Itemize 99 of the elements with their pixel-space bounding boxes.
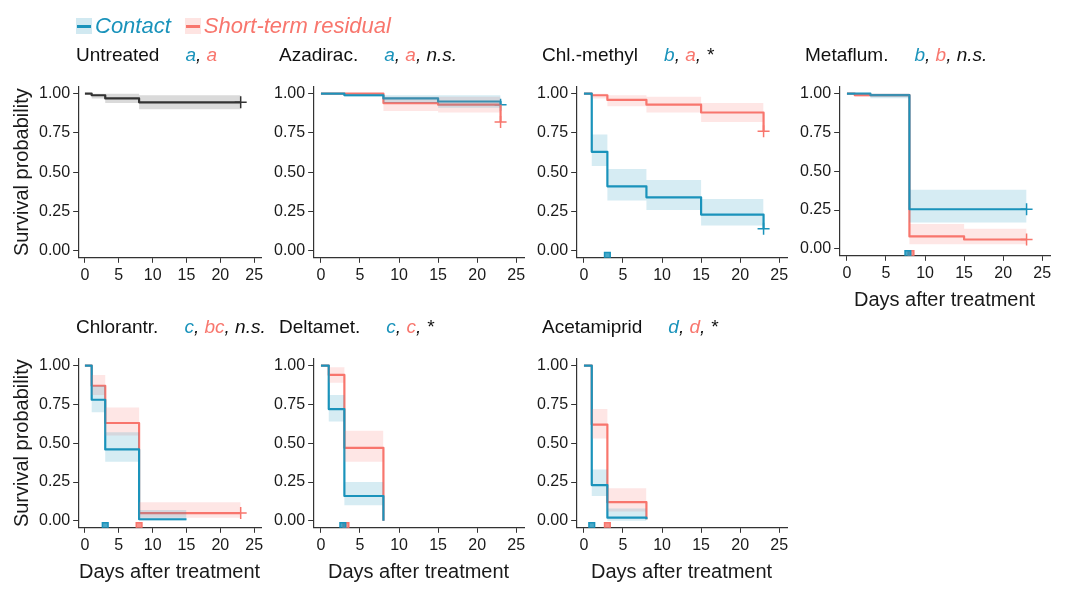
x-tick-label: 15: [429, 265, 448, 283]
chart-subtitle: b, a, *: [664, 44, 714, 65]
y-axis-title: Survival probability: [9, 88, 32, 257]
x-tick-label: 20: [731, 265, 750, 283]
x-tick-label: 25: [507, 265, 526, 283]
chart-title: Untreated: [76, 44, 160, 65]
y-tick-label: 0.50: [274, 162, 306, 180]
y-tick-label: 0.75: [274, 394, 306, 412]
x-tick-label: 15: [429, 535, 448, 553]
x-axis-title: Days after treatment: [327, 559, 510, 582]
y-tick-label: 0.50: [537, 162, 569, 180]
chart-subtitle: a, a: [185, 44, 218, 65]
y-tick-label: 0.00: [537, 241, 569, 259]
y-tick-label: 0.00: [800, 239, 832, 257]
chart-subtitle: d, d, *: [668, 316, 719, 337]
chart-title: Acetamiprid: [542, 316, 643, 337]
x-tick-label: 0: [80, 265, 90, 283]
y-tick-label: 0.25: [39, 472, 71, 490]
chart-title: Azadirac.: [279, 44, 359, 65]
x-tick-label: 20: [211, 265, 230, 283]
x-tick-label: 5: [881, 263, 891, 281]
x-axis-title: Days after treatment: [853, 287, 1036, 310]
y-tick-label: 0.25: [800, 200, 832, 218]
x-tick-label: 10: [916, 263, 935, 281]
chart-subtitle: b, b, n.s.: [914, 44, 988, 65]
x-tick-label: 0: [316, 265, 326, 283]
y-tick-label: 1.00: [537, 355, 569, 373]
chart-subtitle: a, a, n.s.: [384, 44, 458, 65]
y-tick-label: 0.25: [274, 472, 306, 490]
x-axis-title: Days after treatment: [590, 559, 773, 582]
y-tick-label: 0.00: [274, 241, 306, 259]
y-axis-title: Survival probability: [9, 359, 32, 528]
x-tick-label: 5: [618, 535, 628, 553]
x-tick-label: 0: [80, 535, 90, 553]
y-tick-label: 1.00: [39, 84, 71, 102]
x-tick-label: 0: [316, 535, 326, 553]
x-tick-label: 10: [143, 535, 162, 553]
x-tick-label: 0: [842, 263, 852, 281]
y-tick-label: 0.50: [274, 433, 306, 451]
y-tick-label: 0.00: [537, 511, 569, 529]
x-tick-label: 15: [692, 265, 711, 283]
x-tick-label: 25: [245, 535, 264, 553]
x-tick-label: 10: [653, 265, 672, 283]
y-tick-label: 0.25: [537, 472, 569, 490]
x-tick-label: 5: [114, 265, 124, 283]
x-tick-label: 20: [731, 535, 750, 553]
chart-title: Chlorantr.: [76, 316, 159, 337]
y-tick-label: 0.25: [39, 201, 71, 219]
x-tick-label: 5: [618, 265, 628, 283]
y-tick-label: 0.75: [274, 123, 306, 141]
chart-subtitle: c, bc, n.s.: [184, 316, 266, 337]
x-tick-label: 5: [355, 535, 365, 553]
x-tick-label: 15: [177, 535, 196, 553]
x-tick-label: 0: [579, 535, 589, 553]
x-tick-label: 25: [770, 265, 789, 283]
y-tick-label: 1.00: [39, 355, 71, 373]
x-tick-label: 10: [143, 265, 162, 283]
legend-label: Contact: [95, 13, 171, 39]
x-tick-label: 10: [653, 535, 672, 553]
x-tick-label: 15: [177, 265, 196, 283]
x-tick-label: 25: [1033, 263, 1052, 281]
y-tick-label: 1.00: [800, 83, 832, 101]
chart-subtitle: c, c, *: [386, 316, 434, 337]
x-tick-label: 25: [245, 265, 264, 283]
x-tick-label: 10: [390, 535, 409, 553]
x-tick-label: 20: [211, 535, 230, 553]
y-tick-label: 1.00: [274, 84, 306, 102]
y-tick-label: 1.00: [274, 355, 306, 373]
x-tick-label: 10: [390, 265, 409, 283]
y-tick-label: 0.75: [800, 122, 832, 140]
x-tick-label: 20: [994, 263, 1013, 281]
y-tick-label: 0.75: [39, 123, 71, 141]
legend-label: Short-term residual: [203, 13, 391, 39]
x-tick-label: 25: [770, 535, 789, 553]
y-tick-label: 0.75: [39, 394, 71, 412]
x-tick-label: 15: [692, 535, 711, 553]
y-tick-label: 0.25: [537, 201, 569, 219]
y-tick-label: 0.50: [537, 433, 569, 451]
y-tick-label: 0.50: [39, 162, 71, 180]
chart-title: Deltamet.: [279, 316, 361, 337]
y-tick-label: 0.75: [537, 123, 569, 141]
chart-title: Chl.-methyl: [542, 44, 639, 65]
y-tick-label: 0.25: [274, 201, 306, 219]
y-tick-label: 0.50: [39, 433, 71, 451]
chart-title: Metaflum.: [805, 44, 889, 65]
x-tick-label: 20: [468, 265, 487, 283]
y-tick-label: 0.00: [39, 241, 71, 259]
x-tick-label: 20: [468, 535, 487, 553]
x-tick-label: 0: [579, 265, 589, 283]
y-tick-label: 0.50: [800, 161, 832, 179]
x-tick-label: 25: [507, 535, 526, 553]
y-tick-label: 1.00: [537, 84, 569, 102]
y-tick-label: 0.00: [39, 511, 71, 529]
x-tick-label: 5: [114, 535, 124, 553]
x-tick-label: 5: [355, 265, 365, 283]
x-tick-label: 15: [955, 263, 974, 281]
x-axis-title: Days after treatment: [78, 559, 261, 582]
y-tick-label: 0.75: [537, 394, 569, 412]
y-tick-label: 0.00: [274, 511, 306, 529]
